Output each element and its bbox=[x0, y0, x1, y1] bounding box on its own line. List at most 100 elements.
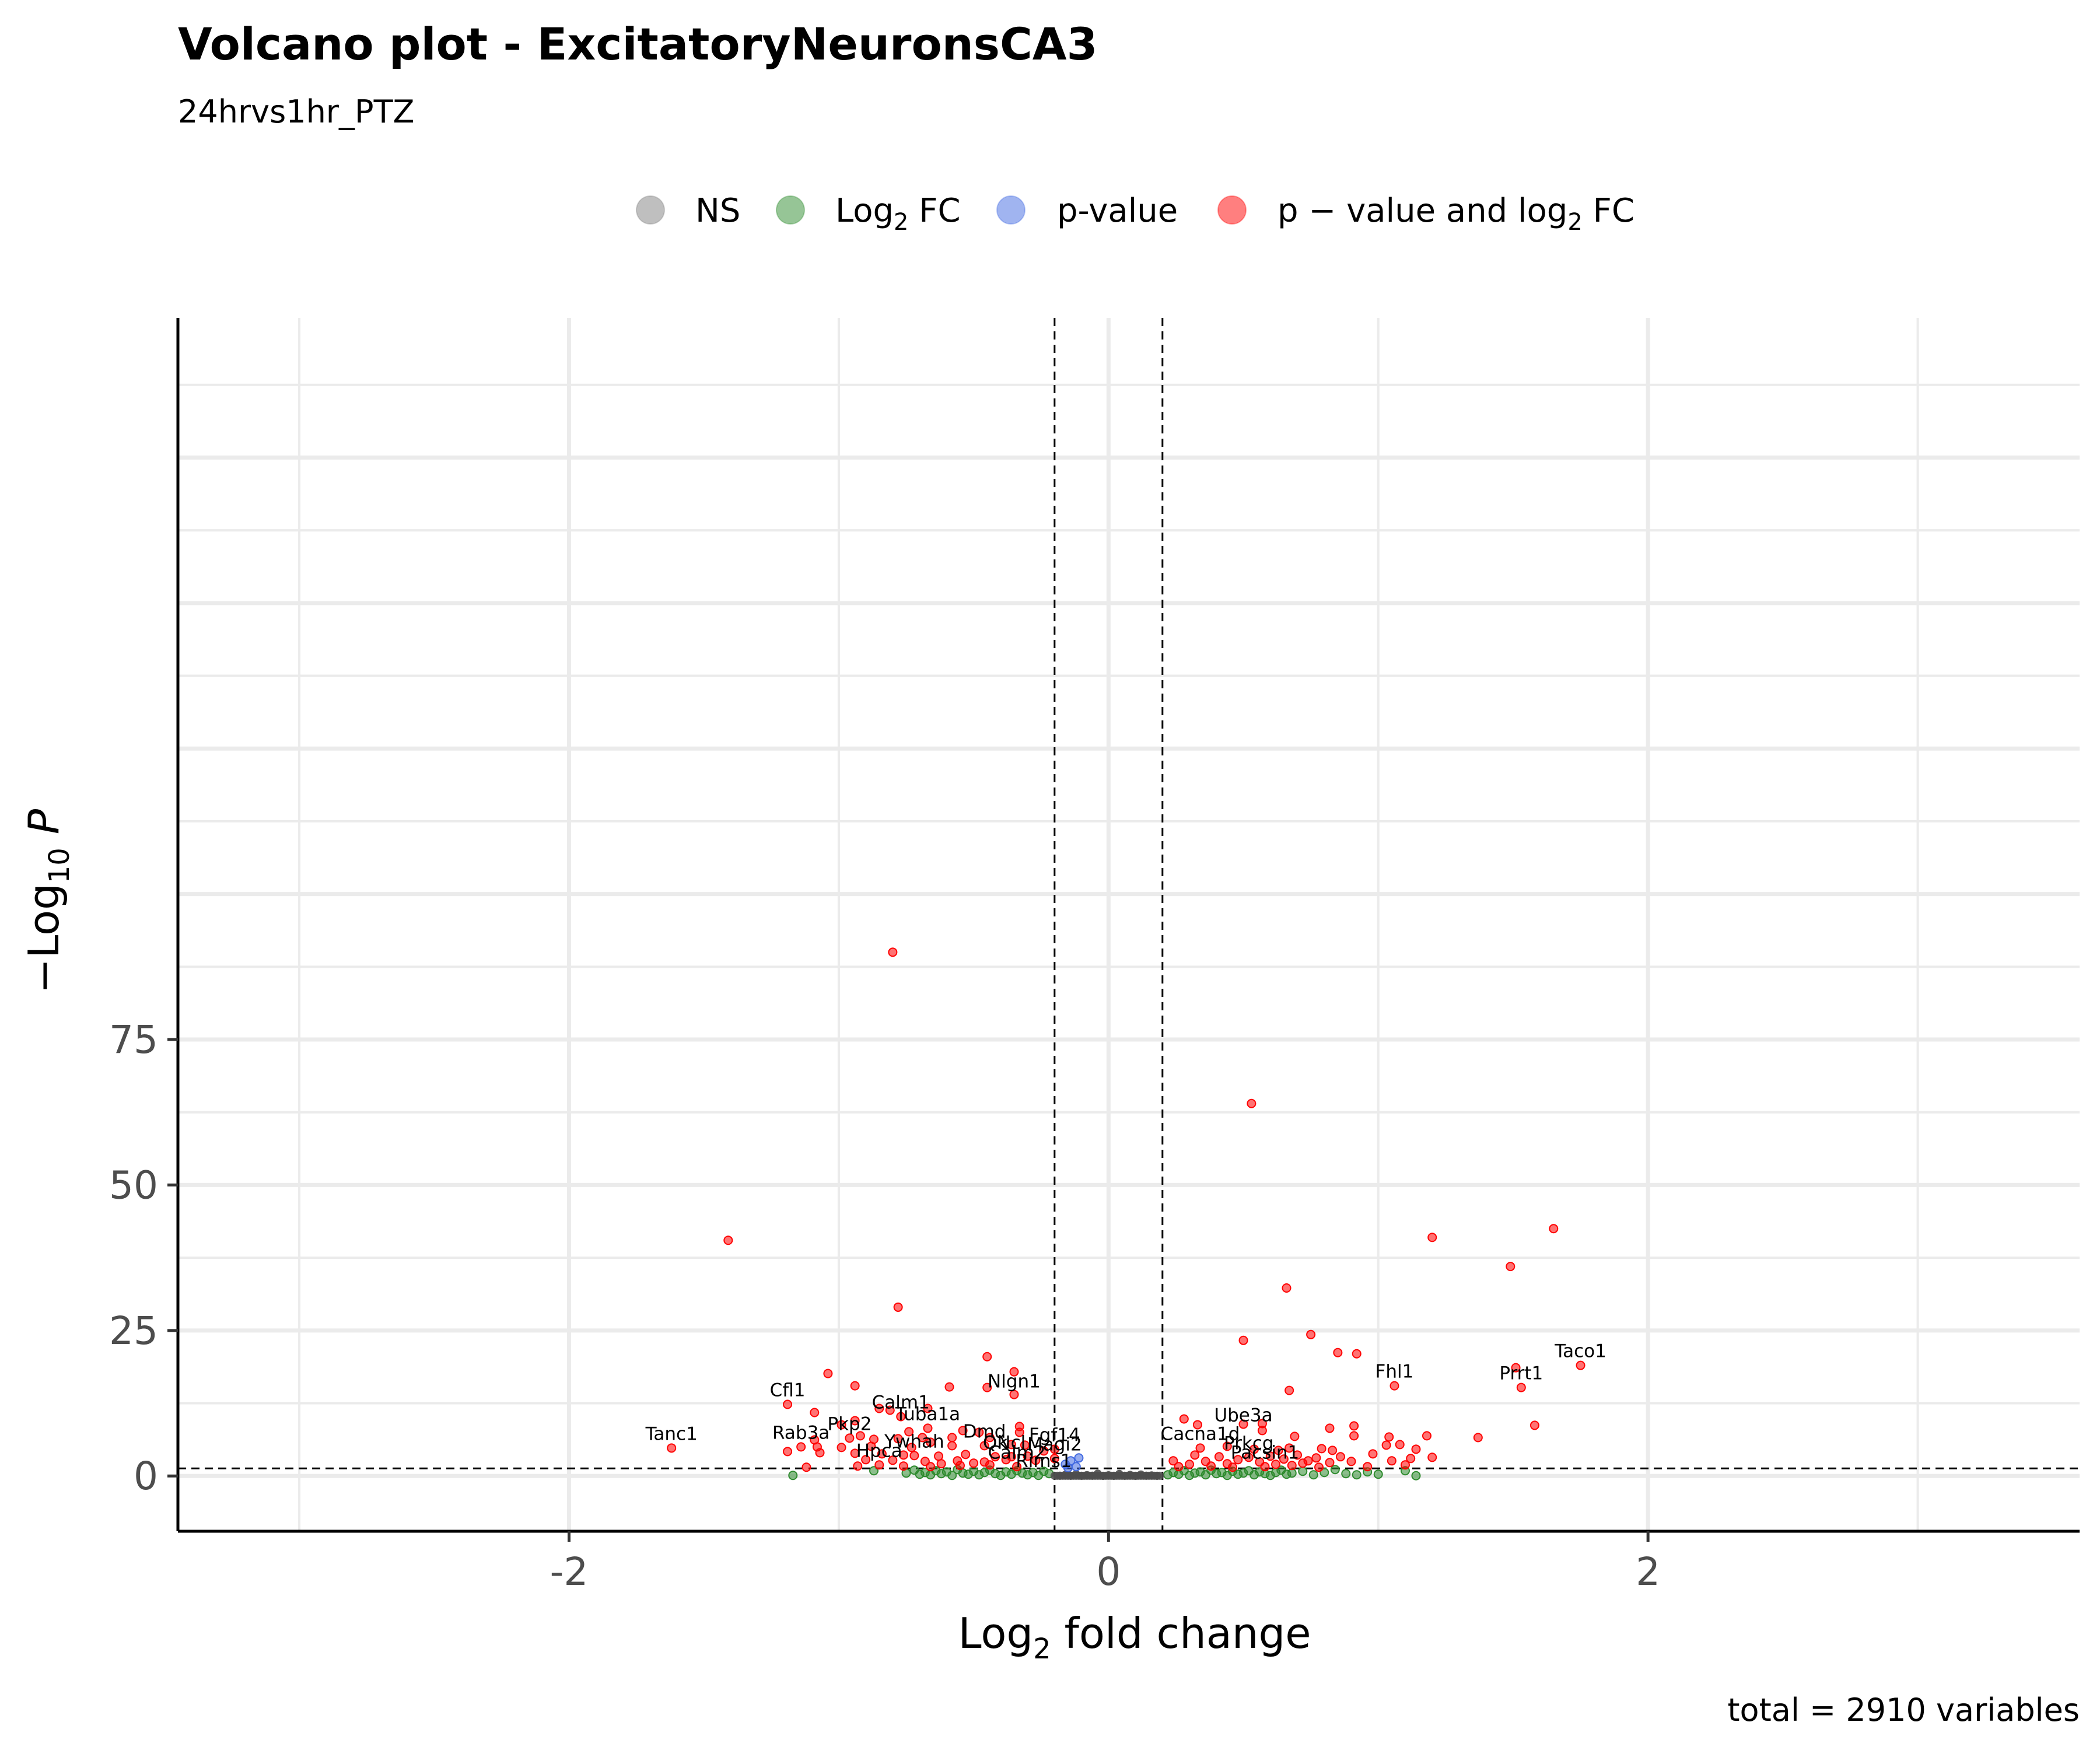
point-pfc bbox=[1250, 1444, 1259, 1454]
point-pfc bbox=[955, 1461, 965, 1471]
point-pfc bbox=[898, 1461, 908, 1471]
point-pfc bbox=[836, 1443, 846, 1452]
point-pfc bbox=[982, 1352, 992, 1362]
x-tick-label: 0 bbox=[1096, 1549, 1121, 1594]
point-pfc bbox=[810, 1408, 820, 1418]
gene-label: Prrt1 bbox=[1499, 1363, 1543, 1384]
point-pfc bbox=[1238, 1419, 1248, 1429]
point-pfc bbox=[783, 1399, 793, 1409]
point-pfc bbox=[926, 1437, 936, 1447]
point-pfc bbox=[1012, 1462, 1022, 1472]
y-axis-title: −Log10 P bbox=[19, 808, 76, 993]
point-pfc bbox=[1284, 1443, 1294, 1453]
point-pfc bbox=[991, 1452, 1000, 1462]
point-pfc bbox=[861, 1455, 871, 1465]
point-pfc bbox=[958, 1426, 968, 1436]
point-pfc bbox=[1273, 1446, 1283, 1455]
point-pfc bbox=[845, 1433, 855, 1443]
point-pfc bbox=[783, 1447, 793, 1457]
point-pfc bbox=[909, 1451, 919, 1461]
point-pfc bbox=[1306, 1329, 1316, 1339]
point-pfc bbox=[1195, 1443, 1205, 1453]
point-pfc bbox=[1265, 1451, 1275, 1461]
legend-label-ns: NS bbox=[695, 192, 740, 230]
gene-label: Prkcg bbox=[1224, 1433, 1274, 1454]
point-pfc bbox=[923, 1404, 933, 1413]
point-pfc bbox=[877, 1449, 887, 1459]
point-pfc bbox=[1411, 1444, 1421, 1454]
point-pfc bbox=[1328, 1446, 1338, 1455]
point-pfc bbox=[1349, 1421, 1359, 1431]
point-pfc bbox=[1244, 1452, 1254, 1462]
point-pfc bbox=[1238, 1335, 1248, 1345]
point-p bbox=[1071, 1462, 1081, 1472]
point-pfc bbox=[1298, 1458, 1308, 1468]
y-tick-label: 50 bbox=[109, 1163, 158, 1208]
point-pfc bbox=[1422, 1431, 1432, 1441]
gene-label: Nlgn1 bbox=[988, 1371, 1041, 1392]
y-tick-label: 75 bbox=[109, 1017, 158, 1062]
point-pfc bbox=[1001, 1455, 1011, 1465]
point-pfc bbox=[850, 1448, 860, 1458]
point-pfc bbox=[1381, 1440, 1391, 1450]
point-pfc bbox=[1190, 1450, 1200, 1460]
gene-label: Pacsin1 bbox=[1231, 1442, 1299, 1463]
point-pfc bbox=[1279, 1454, 1289, 1464]
point-pfc bbox=[893, 1302, 903, 1312]
point-pfc bbox=[926, 1462, 936, 1472]
point-fc bbox=[1341, 1469, 1351, 1479]
gene-label: Fhl1 bbox=[1376, 1362, 1414, 1382]
point-pfc bbox=[1325, 1458, 1335, 1468]
point-pfc bbox=[898, 1450, 908, 1460]
point-pfc bbox=[1174, 1462, 1184, 1472]
point-pfc bbox=[1006, 1440, 1016, 1450]
point-pfc bbox=[1222, 1459, 1232, 1469]
gene-label: Qk bbox=[983, 1432, 1007, 1453]
point-pfc bbox=[1427, 1233, 1437, 1242]
point-pfc bbox=[1290, 1432, 1300, 1441]
legend-key-fc bbox=[776, 195, 805, 225]
point-pfc bbox=[1530, 1420, 1539, 1430]
gene-label: Taco1 bbox=[1554, 1341, 1606, 1362]
legend: NS Log2 FC p-value p − value and log2 FC bbox=[636, 192, 1634, 236]
point-pfc bbox=[1020, 1440, 1030, 1450]
point-pfc bbox=[923, 1423, 933, 1433]
chart-caption: total = 2910 variables bbox=[1727, 1692, 2080, 1728]
axes: -2 0 2 0 25 50 75 bbox=[109, 318, 2080, 1594]
chart-subtitle: 24hrvs1hr_PTZ bbox=[178, 93, 415, 130]
chart-title: Volcano plot - ExcitatoryNeuronsCA3 bbox=[178, 18, 1097, 70]
point-pfc bbox=[1284, 1385, 1294, 1395]
point-pfc bbox=[1247, 1098, 1256, 1108]
point-pfc bbox=[1395, 1440, 1405, 1450]
x-tick-label: -2 bbox=[550, 1549, 589, 1594]
point-pfc bbox=[1222, 1441, 1232, 1451]
gene-label: Magi2 bbox=[1027, 1434, 1082, 1455]
point-pfc bbox=[1049, 1444, 1059, 1454]
point-pfc bbox=[947, 1433, 957, 1443]
point-pfc bbox=[796, 1442, 806, 1452]
point-pfc bbox=[979, 1441, 989, 1451]
point-pfc bbox=[1333, 1348, 1343, 1357]
point-fc bbox=[788, 1471, 798, 1480]
point-pfc bbox=[1009, 1367, 1019, 1377]
point-pfc bbox=[896, 1412, 906, 1422]
point-pfc bbox=[1023, 1451, 1032, 1461]
gene-label: Pkp2 bbox=[827, 1413, 872, 1434]
point-pfc bbox=[1287, 1461, 1297, 1471]
gene-label: Hpca bbox=[856, 1440, 902, 1461]
point-ns bbox=[1156, 1471, 1164, 1480]
point-pfc bbox=[974, 1427, 984, 1437]
y-tick-label: 0 bbox=[134, 1454, 158, 1499]
point-pfc bbox=[850, 1416, 860, 1426]
legend-key-pfc bbox=[1217, 195, 1247, 225]
point-p bbox=[1074, 1453, 1084, 1463]
point-pfc bbox=[888, 947, 898, 957]
point-pfc bbox=[836, 1420, 846, 1430]
legend-key-p bbox=[996, 195, 1026, 225]
x-tick-label: 2 bbox=[1636, 1549, 1660, 1594]
legend-label-p: p-value bbox=[1057, 192, 1178, 230]
point-pfc bbox=[1400, 1460, 1410, 1470]
point-pfc bbox=[907, 1443, 916, 1452]
